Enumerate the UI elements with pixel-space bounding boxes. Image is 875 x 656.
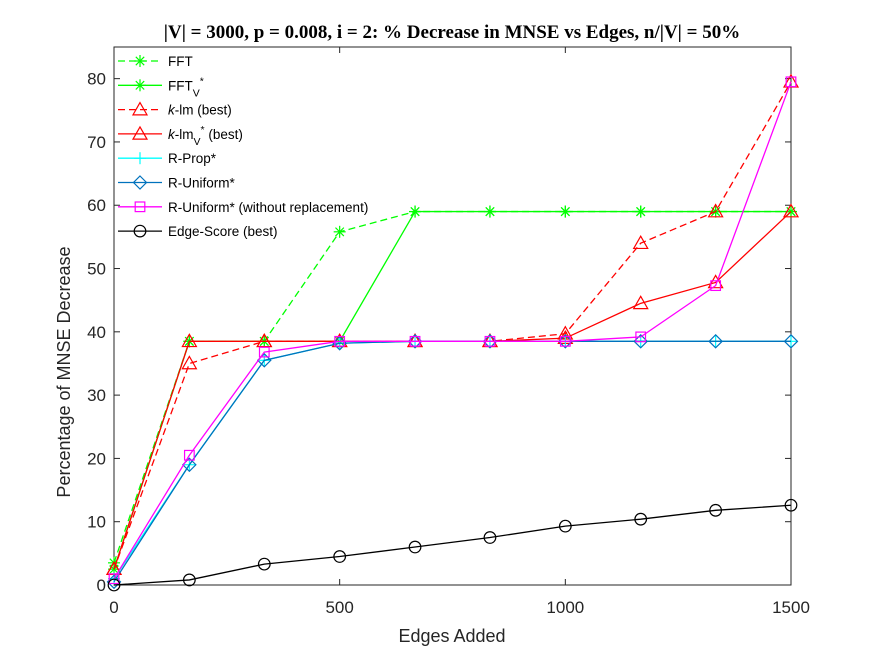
y-tick-label: 40 [87,323,106,342]
data-point [333,550,347,563]
data-point [108,573,120,585]
x-tick-label: 500 [325,598,353,617]
legend-label: R-Prop* [168,151,217,166]
legend-item: FFTV* [118,75,204,99]
data-point [709,503,723,517]
legend-swatch-marker [132,175,148,190]
data-point [559,205,572,218]
chart-title: |V| = 3000, p = 0.008, i = 2: % Decrease… [164,22,740,43]
legend-item: k-lmV* (best) [118,124,243,148]
data-point [785,76,797,88]
x-tick-label: 0 [109,598,118,617]
data-point [558,519,572,533]
legend-item: R-Uniform* [118,175,236,191]
data-point [484,335,496,347]
x-axis-label: Edges Added [398,626,505,646]
legend-label: k-lm (best) [168,103,232,118]
legend-swatch-marker [134,79,146,92]
data-point [408,540,422,554]
data-point [559,335,571,347]
legend-label: k-lmV* (best) [168,124,243,148]
data-point [783,333,799,349]
legend-label: Edge-Score (best) [168,224,278,239]
legend-swatch-marker [133,224,147,238]
data-point [181,333,198,348]
y-tick-label: 70 [87,133,106,152]
x-tick-label: 1000 [546,598,584,617]
legend-swatch-marker [134,152,146,165]
y-tick-label: 50 [87,260,106,279]
data-point [334,335,346,347]
data-point [634,205,647,218]
data-point [181,355,198,370]
legend-swatch-marker [134,55,146,67]
legend: FFT FFTV* k-lm (best) k-lmV* (best) R-Prop* R… [118,54,368,239]
series-line [113,504,792,586]
plot-axes: 0 500 1000 1500 0 10 20 30 40 50 60 70 80 [87,46,810,617]
legend-swatch-marker [131,101,149,116]
data-point [107,578,121,592]
y-tick-label: 10 [87,513,106,532]
data-point [483,205,496,218]
legend-label: FFTV* [168,75,204,99]
legend-item: Edge-Score (best) [118,224,278,239]
data-point [409,335,421,347]
legend-swatch-marker [131,125,149,140]
legend-swatch-marker [134,201,146,213]
data-point [182,573,196,587]
x-tick-label: 1500 [772,598,810,617]
data-point [483,531,497,544]
legend-label: FFT [168,54,193,69]
data-point [632,235,649,250]
data-point [183,449,195,461]
data-point [708,333,723,349]
data-point [409,205,422,218]
data-point [634,512,648,526]
legend-item: k-lm (best) [118,101,232,118]
series-layer [105,73,800,592]
y-tick-label: 20 [87,449,106,468]
y-tick-label: 30 [87,386,106,405]
legend-item: R-Uniform* (without replacement) [118,200,368,215]
y-tick-label: 60 [87,196,106,215]
data-point [257,557,271,571]
series-6 [108,76,797,585]
legend-item: FFT [118,54,193,69]
data-point [258,346,270,358]
data-point [782,203,800,218]
y-tick-label: 0 [97,576,106,595]
y-axis-label: Percentage of MNSE Decrease [54,246,74,497]
series-line [113,81,792,580]
legend-label: R-Uniform* [168,176,236,191]
data-point [333,225,346,238]
data-point [710,280,722,292]
data-point [635,331,647,343]
legend-item: R-Prop* [118,151,217,166]
data-point [632,295,649,310]
data-point [256,333,273,348]
plot-frame [113,46,792,586]
y-tick-label: 80 [87,70,106,89]
legend-label: R-Uniform* (without replacement) [168,200,368,215]
data-point [784,498,798,512]
data-point [707,274,724,289]
data-point [707,203,724,218]
series-7 [107,498,798,592]
